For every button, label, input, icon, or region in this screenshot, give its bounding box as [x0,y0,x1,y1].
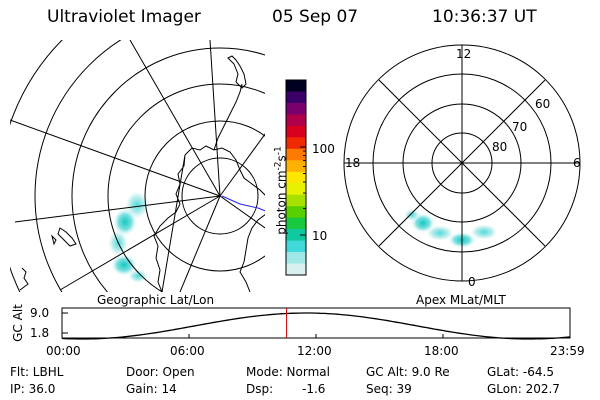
colorbar-segment [286,229,306,242]
polar-plot [343,44,581,282]
altitude-xtick-2359: 23:59 [550,344,585,358]
dsp-label: Dsp: [246,382,274,396]
color-scale-bar [285,79,307,276]
mlt-label-12: 12 [456,47,472,61]
mlt-spokes [344,45,580,281]
altitude-plot [61,307,571,340]
mlt-label-0: 0 [468,275,476,289]
altitude-y-ticks [62,312,68,334]
colorbar-segment [286,148,306,161]
colorbar-segment [286,137,306,150]
meridian-lines [10,40,265,292]
colorbar-segment [286,263,306,276]
antarctica-coastline [153,145,265,292]
colorbar-tick-10: 10 [312,229,328,243]
gain-status: Gain: 14 [126,382,177,396]
colorbar-segment [286,217,306,230]
altitude-xtick-0000: 00:00 [46,344,81,358]
colorbar-segment [286,160,306,173]
colorbar-segment [286,171,306,184]
south-america-tip [227,55,247,89]
colorbar-segment [286,114,306,127]
colorbar-segment [286,102,306,115]
seq-status: Seq: 39 [366,382,412,396]
geographic-panel-label: Geographic Lat/Lon [97,293,215,307]
ip-status: IP: 36.0 [10,382,56,396]
altitude-xtick-1200: 12:00 [297,344,332,358]
aurora-emission-geo [108,191,149,283]
mlat-label-70: 70 [512,120,528,134]
colorbar-segment [286,183,306,196]
mlat-label-80: 80 [492,140,508,154]
altitude-xtick-0600: 06:00 [170,344,205,358]
colorbar-unit-exp1: -2 [273,161,284,171]
colorbar-segment [286,240,306,253]
aurora-emission-polar [404,209,498,248]
mode-status: Mode: Normal [246,365,330,379]
altitude-curve [61,312,571,340]
colorbar-tick-100: 100 [312,142,335,156]
colorbar-frame [285,79,307,276]
mlat-label-60: 60 [535,97,551,111]
colorbar-segment [286,206,306,219]
door-status: Door: Open [126,365,195,379]
colorbar-segment [286,252,306,265]
geographic-map [10,40,265,292]
mlt-label-18: 18 [345,156,361,170]
new-zealand-coast [51,227,77,247]
instrument-title: Ultraviolet Imager [47,7,201,27]
glon-status: GLon: 202.7 [487,382,560,396]
glat-status: GLat: -64.5 [487,365,554,379]
polar-panel-label: Apex MLat/MLT [416,293,506,307]
colorbar-unit-exp2: -1 [273,146,284,156]
altitude-ytick-bottom: 1.8 [30,326,50,340]
filter-status: Flt: LBHL [10,365,64,379]
dsp-value: -1.6 [302,382,326,396]
mlt-label-6: 6 [573,156,581,170]
altitude-ylabel: GC Alt [11,304,25,342]
altitude-x-ticks [188,334,444,338]
antarctic-peninsula [213,83,243,151]
time-label: 10:36:37 UT [432,7,537,27]
colorbar-segment [286,91,306,104]
gc-alt-status: GC Alt: 9.0 Re [366,365,450,379]
latitude-circles [10,40,265,292]
colorbar-segment [286,194,306,207]
australia-coast [19,267,29,291]
colorbar-segment [286,125,306,138]
date-label: 05 Sep 07 [272,7,359,27]
colorbar-segment [286,80,306,92]
colorbar-unit-s: s [274,155,289,162]
colorbar-unit-text: photon cm [274,170,289,235]
altitude-xtick-1800: 18:00 [424,344,459,358]
altitude-ytick-top: 9.0 [30,306,50,320]
colorbar-unit-label: photon cm-2s-1 [274,136,289,246]
terminator-line [221,195,265,212]
